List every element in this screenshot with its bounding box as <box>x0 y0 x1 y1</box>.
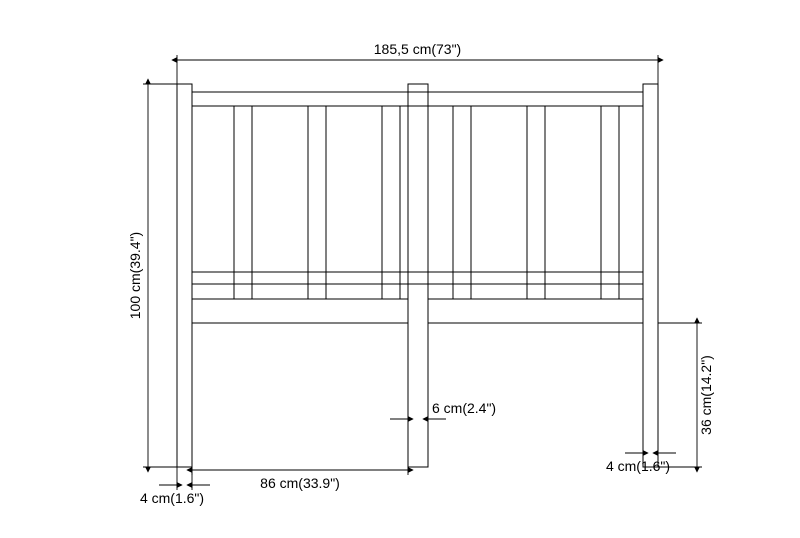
svg-text:4 cm(1.6"): 4 cm(1.6") <box>140 490 204 506</box>
svg-text:36 cm(14.2"): 36 cm(14.2") <box>698 355 714 435</box>
svg-text:4 cm(1.6"): 4 cm(1.6") <box>606 458 670 474</box>
svg-text:185,5 cm(73"): 185,5 cm(73") <box>374 41 461 57</box>
svg-text:86 cm(33.9"): 86 cm(33.9") <box>260 475 340 491</box>
dimension-drawing: 185,5 cm(73") 100 cm(39.4") 36 cm(14.2") 4 … <box>0 0 800 533</box>
svg-text:100 cm(39.4"): 100 cm(39.4") <box>127 232 143 319</box>
svg-text:6 cm(2.4"): 6 cm(2.4") <box>432 400 496 416</box>
